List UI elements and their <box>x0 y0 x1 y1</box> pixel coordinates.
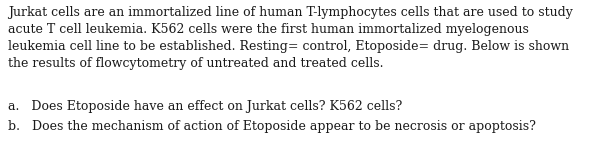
Text: a.   Does Etoposide have an effect on Jurkat cells? K562 cells?: a. Does Etoposide have an effect on Jurk… <box>8 100 402 113</box>
Text: b.   Does the mechanism of action of Etoposide appear to be necrosis or apoptosi: b. Does the mechanism of action of Etopo… <box>8 120 536 133</box>
Text: Jurkat cells are an immortalized line of human T-lymphocytes cells that are used: Jurkat cells are an immortalized line of… <box>8 6 573 70</box>
